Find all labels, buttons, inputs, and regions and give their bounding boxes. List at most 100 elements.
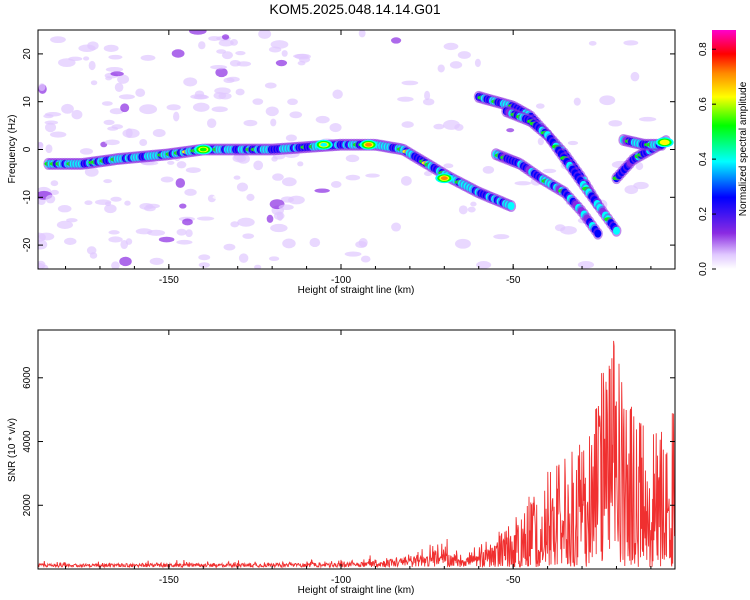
spectrogram-cell	[176, 161, 187, 169]
spectrogram-cell	[38, 260, 46, 269]
spectrogram-cell	[175, 178, 186, 188]
spectrogram-cell	[315, 115, 330, 124]
spectrogram-cell	[507, 201, 515, 210]
spectrogram-cell	[422, 98, 435, 106]
spectrogram-cell	[105, 66, 124, 73]
spectrogram-cell	[437, 64, 445, 73]
spectrogram-cell	[514, 181, 532, 186]
spectrogram-cell	[577, 261, 595, 269]
spectrogram-cell	[118, 94, 135, 100]
spectrogram-cell	[242, 233, 255, 239]
spectrogram-cell	[176, 228, 187, 236]
spectrogram-cell	[167, 160, 175, 165]
y-tick-label: 4000	[22, 430, 33, 453]
spectrogram-cell	[272, 173, 284, 181]
spectrogram-cell	[198, 262, 210, 268]
spectrogram-peak	[199, 147, 207, 152]
spectrogram-cell	[360, 255, 371, 263]
spectrogram-cell	[44, 120, 59, 125]
spectrogram-cell	[454, 238, 471, 249]
spectrogram-cell	[273, 211, 285, 220]
spectrogram-cell	[45, 194, 56, 204]
spectrogram-cell	[542, 168, 557, 174]
spectrogram-cell	[293, 53, 309, 59]
spectrogram-cell	[281, 177, 297, 187]
spectrogram-cell	[314, 188, 330, 193]
spectrogram-cell	[309, 237, 321, 248]
spectrogram-cell	[152, 128, 166, 138]
spectrogram-cell	[185, 229, 193, 238]
spectrogram-cell	[506, 128, 515, 133]
spectrogram-cell	[635, 162, 644, 171]
spectrogram-x-axis: -150 -100 -50	[65, 30, 652, 286]
spectrogram-cell	[63, 31, 75, 36]
y-tick-label: 10	[22, 96, 33, 108]
spectrogram-cell	[282, 238, 296, 249]
spectrogram-cell	[476, 261, 492, 269]
spectrogram-cell	[235, 88, 245, 96]
spectrogram-cell	[266, 214, 274, 223]
spectrogram-cell	[110, 71, 124, 77]
spectrogram-cell	[189, 30, 207, 35]
spectrogram-cell	[50, 36, 66, 44]
spectrogram-cell	[630, 71, 640, 82]
snr-y-axis: 2000 4000 6000	[22, 366, 675, 516]
spectrogram-cell	[78, 44, 96, 52]
spectrogram-cell	[192, 102, 210, 112]
spectrogram-cell	[270, 40, 289, 49]
spectrogram-cell	[108, 230, 120, 235]
spectrogram-cell	[38, 83, 46, 92]
spectrogram-cell	[223, 77, 235, 84]
spectrogram-cell	[237, 217, 255, 227]
spectrogram-cell	[397, 96, 414, 102]
spectrogram-cell	[365, 173, 380, 178]
spectrogram-cell	[410, 59, 420, 68]
spectrogram-cell	[218, 39, 234, 47]
y-tick-label: 2000	[22, 494, 33, 517]
spectrogram-cell	[612, 226, 620, 235]
colorbar-ticks: 0.0 0.2 0.4 0.6 0.8	[698, 42, 716, 276]
spectrogram-cell	[111, 261, 120, 269]
y-tick-label: 20	[22, 48, 33, 60]
spectrogram-cell	[50, 189, 59, 196]
spectrogram-cell	[38, 239, 48, 250]
spectrogram-cell	[109, 108, 124, 115]
spectrogram-cell	[38, 141, 44, 150]
spectrogram-cell	[104, 139, 120, 146]
spectrogram-cell	[238, 253, 249, 263]
spectrogram-cell	[125, 128, 133, 138]
spectrogram-cell	[638, 116, 657, 122]
spectrogram-cell	[111, 124, 124, 130]
spectrogram-cell	[182, 218, 193, 226]
spectrogram-cell	[358, 30, 366, 38]
spectrogram-cell	[223, 243, 236, 251]
spectrogram-cell	[83, 56, 90, 61]
spectrogram-cell	[390, 37, 402, 44]
spectrogram-cell	[378, 223, 394, 232]
spectrogram-cell	[288, 195, 305, 205]
spectrogram-cell	[275, 59, 288, 67]
x-tick-label: -100	[331, 275, 351, 286]
colorbar-tick-label: 0.8	[698, 42, 709, 56]
spectrogram-cell	[185, 167, 201, 173]
spectrogram-cell	[258, 30, 272, 39]
spectrogram-cell	[289, 111, 303, 119]
spectrogram-cell	[297, 161, 304, 167]
spectrogram-cell	[345, 174, 361, 181]
spectrogram-cell	[119, 256, 132, 267]
spectrogram-cell	[198, 254, 211, 261]
spectrogram-cell	[330, 180, 342, 188]
spectrogram-cell	[50, 180, 59, 187]
spectrogram-cell	[66, 218, 78, 223]
spectrogram-cell	[443, 42, 459, 51]
spectrogram-cell	[424, 90, 431, 101]
spectrogram-cell	[160, 176, 174, 183]
spectrogram-cell	[401, 80, 419, 86]
colorbar-tick-label: 0.0	[698, 262, 709, 276]
spectrogram-cell	[233, 175, 241, 180]
spectrogram-cell	[84, 167, 99, 177]
spectrogram-cell	[537, 137, 544, 146]
spectrogram-cell	[193, 94, 209, 100]
spectrogram-peak	[440, 176, 448, 181]
spectrogram-cell	[124, 200, 131, 206]
